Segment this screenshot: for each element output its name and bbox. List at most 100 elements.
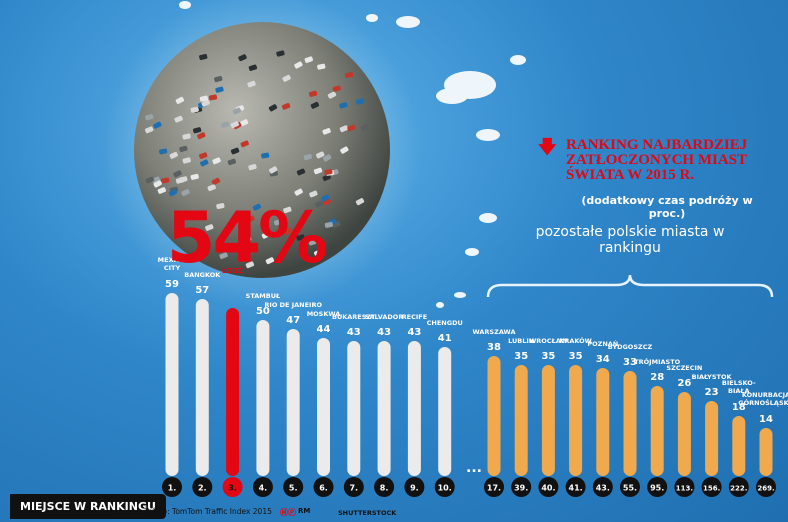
city-label: SALVADOR <box>365 313 404 321</box>
rank-badge <box>592 477 613 497</box>
rank-label: 43. <box>596 484 610 493</box>
value-label: 28 <box>650 372 664 383</box>
rank-badge <box>756 477 776 497</box>
bar <box>596 368 610 476</box>
city-label: WARSZAWA <box>473 328 516 336</box>
rank-badge <box>674 477 695 497</box>
publisher-logo: ⓂⓅ <box>280 508 296 517</box>
rank-label: 10. <box>438 484 452 493</box>
bar <box>377 341 391 476</box>
rank-badge <box>162 477 182 497</box>
value-label: 41 <box>438 333 452 344</box>
city-label: TRÓJMIASTO <box>634 357 680 366</box>
value-label: 43 <box>407 327 421 338</box>
chart-title-text: RANKING NAJBARDZIEJ ZATŁOCZONYCH MIAST Ś… <box>566 137 748 183</box>
rank-label: 95. <box>650 484 664 493</box>
rank-badge <box>511 477 532 497</box>
rank-label: 8. <box>380 484 389 493</box>
rank-badge <box>565 477 586 497</box>
rank-label: 7. <box>349 484 358 493</box>
rank-badge <box>434 477 455 497</box>
rank-label: 9. <box>410 484 419 493</box>
rank-badge <box>374 477 395 497</box>
rank-label: 6. <box>319 484 328 493</box>
photo-credit: SHUTTERSTOCK <box>338 509 397 517</box>
rank-axis-label: MIEJSCE W RANKINGU <box>10 494 166 519</box>
city-label: BUKARESZT <box>332 313 376 321</box>
rank-badge <box>484 477 504 497</box>
bar <box>438 347 452 476</box>
bar <box>487 356 501 476</box>
bar <box>226 308 240 476</box>
city-label: STAMBUŁ <box>246 292 281 300</box>
bar <box>650 386 664 476</box>
rank-badge <box>343 477 364 497</box>
value-label: 35 <box>514 351 528 362</box>
value-label: 14 <box>759 414 773 425</box>
city-label: BIAŁYSTOK <box>692 373 733 381</box>
city-label: RECIFE <box>402 313 428 321</box>
rank-badge <box>283 477 304 497</box>
rank-label: 156. <box>703 485 720 493</box>
rank-label: 17. <box>487 484 501 493</box>
city-label: LUBLIN <box>508 337 534 345</box>
value-label: 26 <box>677 378 691 389</box>
polish-cities-group-label: pozostałe polskie miasta w rankingu <box>535 224 725 256</box>
value-label: 47 <box>286 315 300 326</box>
highlight-city-label: ŁÓDŹ <box>221 266 243 275</box>
value-label: 35 <box>569 351 583 362</box>
value-label: 38 <box>487 342 501 353</box>
polish-cities-bracket <box>486 274 774 298</box>
bar <box>347 341 361 476</box>
rank-label: 5. <box>289 484 298 493</box>
rank-label: 113. <box>676 485 693 493</box>
rank-badge <box>192 477 213 497</box>
arrow-down-icon: 🡇 <box>538 137 557 157</box>
bar <box>195 299 209 476</box>
chart-title: 🡇 RANKING NAJBARDZIEJ ZATŁOCZONYCH MIAST… <box>538 137 766 183</box>
clouds-decoration <box>179 1 526 308</box>
rank-badge <box>404 477 425 497</box>
rank-label: 40. <box>541 484 555 493</box>
city-label: RIO DE JANEIRO <box>264 301 322 309</box>
bar <box>759 428 773 476</box>
highlight-value-label: 54% <box>167 197 326 279</box>
bar <box>514 365 528 476</box>
cars-decoration <box>144 50 370 269</box>
rank-badge <box>252 477 273 497</box>
value-label: 59 <box>165 279 179 290</box>
city-label: WROCŁAW <box>529 337 568 345</box>
value-label: 23 <box>705 387 719 398</box>
rank-badge <box>728 477 749 497</box>
rm-mark: RM <box>298 507 311 515</box>
rank-badge <box>701 477 722 497</box>
bar <box>317 338 330 476</box>
bar <box>569 365 583 476</box>
value-label: 35 <box>541 351 555 362</box>
city-label: CHENGDU <box>427 319 463 327</box>
city-label: MOSKWA <box>307 310 341 318</box>
rank-badge <box>647 477 668 497</box>
bar <box>286 329 300 476</box>
value-label: 50 <box>256 306 270 317</box>
rank-badge <box>620 477 640 497</box>
value-label: 43 <box>347 327 361 338</box>
bar <box>165 293 179 476</box>
bar <box>732 416 746 476</box>
rank-badge <box>538 477 559 497</box>
rank-label: 39. <box>514 484 528 493</box>
source-note: Źródło: TomTom Traffic Index 2015 <box>143 507 272 516</box>
rank-label: 1. <box>168 484 177 493</box>
city-label: MEXICO CITY <box>158 256 187 272</box>
rank-badge <box>222 477 243 497</box>
city-label: BYDGOSZCZ <box>608 343 653 351</box>
rank-label: 55. <box>623 484 637 493</box>
city-label: KONURBACJAGÓRNOŚLĄSKA <box>738 391 788 407</box>
bracket-path <box>486 274 774 298</box>
value-label: 18 <box>732 402 746 413</box>
value-label: 44 <box>317 324 331 335</box>
value-label: 34 <box>596 354 610 365</box>
ellipsis: ... <box>466 460 482 476</box>
